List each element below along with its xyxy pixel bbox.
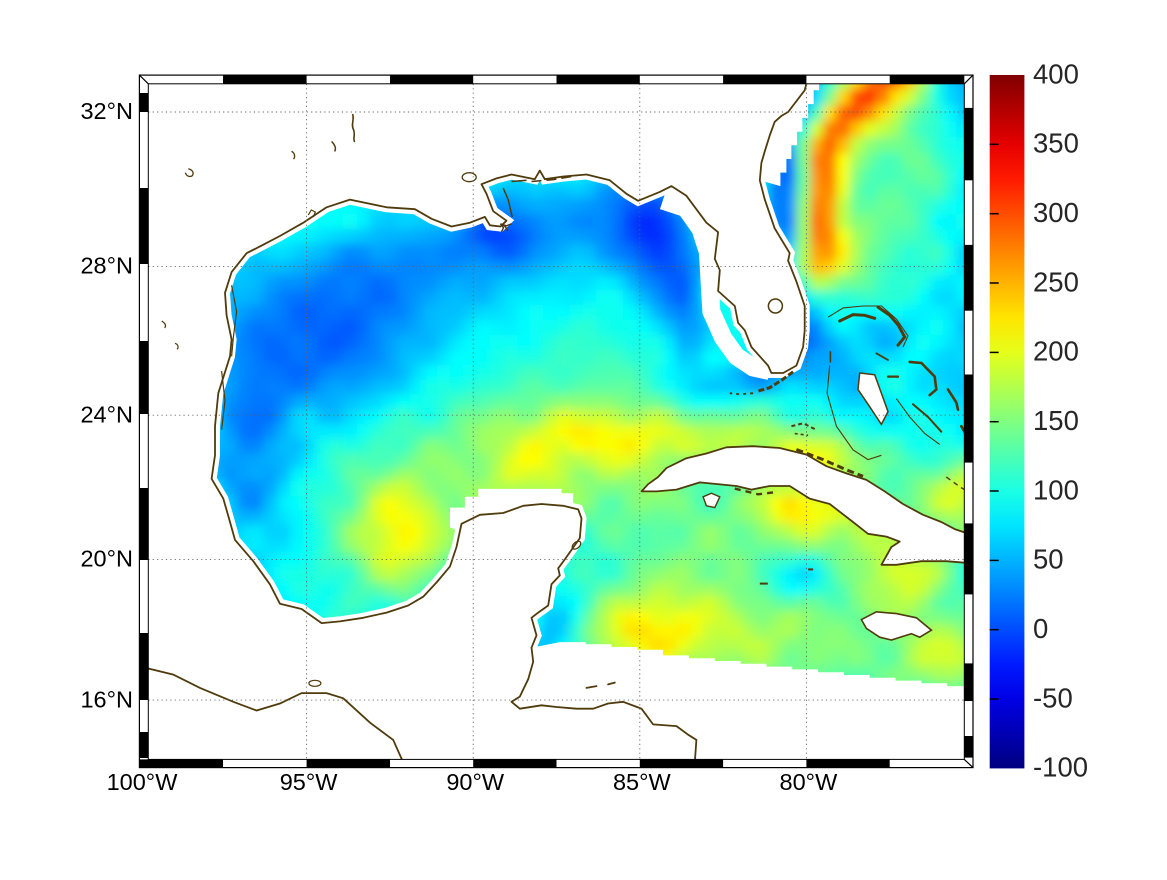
svg-text:100: 100 [1033,474,1079,505]
svg-text:250: 250 [1033,266,1079,297]
svg-text:16°N: 16°N [80,686,133,712]
svg-text:400: 400 [1033,58,1079,89]
svg-text:350: 350 [1033,128,1079,159]
svg-text:95°W: 95°W [280,769,339,795]
svg-text:-50: -50 [1033,682,1073,713]
svg-text:100°W: 100°W [107,769,179,795]
svg-text:32°N: 32°N [80,98,133,124]
svg-text:-100: -100 [1033,752,1088,783]
svg-text:200: 200 [1033,336,1079,367]
svg-text:90°W: 90°W [446,769,505,795]
svg-text:20°N: 20°N [80,546,133,572]
svg-text:0: 0 [1033,613,1048,644]
svg-text:85°W: 85°W [613,769,672,795]
svg-text:24°N: 24°N [80,401,133,427]
svg-text:80°W: 80°W [780,769,839,795]
svg-text:300: 300 [1033,197,1079,228]
svg-text:28°N: 28°N [80,253,133,279]
svg-text:150: 150 [1033,405,1079,436]
svg-text:50: 50 [1033,544,1064,575]
